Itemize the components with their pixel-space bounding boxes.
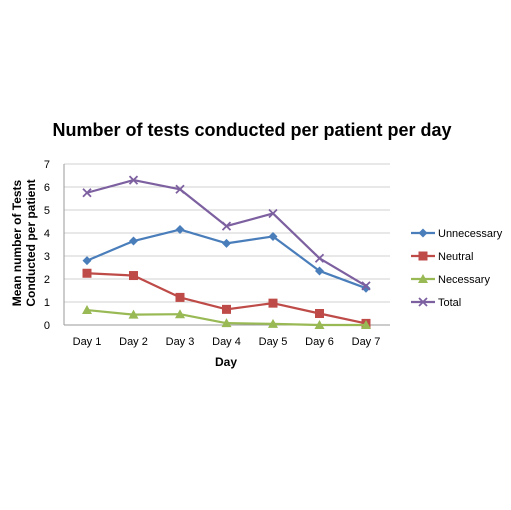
data-point (361, 283, 371, 293)
y-tick-label: 7 (44, 159, 50, 171)
data-point (361, 281, 371, 291)
data-point (222, 238, 231, 248)
data-point (418, 251, 428, 261)
data-point (175, 225, 185, 235)
data-point (418, 274, 428, 283)
y-tick-label: 0 (44, 320, 50, 332)
series-necessary (82, 305, 371, 329)
data-point (361, 320, 371, 329)
data-point (82, 256, 92, 266)
y-axis-title-line-2: Conducted per patient (24, 179, 38, 306)
x-tick-label: Day 7 (352, 336, 381, 348)
legend-label: Neutral (438, 251, 473, 263)
data-point (221, 221, 232, 231)
legend-label: Unnecessary (438, 228, 503, 240)
series-layer (82, 175, 371, 329)
series-line (86, 272, 367, 325)
data-point (128, 309, 139, 319)
y-axis-title-line-1: Mean number of Tests (10, 179, 24, 306)
y-axis-ticks: 0 1 2 3 4 5 6 7 (44, 159, 50, 332)
data-point (268, 318, 278, 328)
legend-item-neutral: Neutral (411, 251, 473, 263)
legend: Unnecessary Neutral Necessary Total (411, 228, 503, 309)
legend-label: Necessary (438, 274, 490, 286)
legend-item-necessary: Necessary (411, 274, 490, 286)
series-unnecessary (82, 225, 371, 293)
x-tick-label: Day 6 (305, 336, 334, 348)
x-tick-label: Day 4 (212, 336, 241, 348)
data-point (315, 309, 324, 318)
x-tick-label: Day 1 (73, 336, 102, 348)
y-tick-label: 3 (44, 251, 50, 263)
y-tick-label: 2 (44, 274, 50, 286)
legend-label: Total (438, 297, 461, 309)
data-point (314, 253, 325, 263)
data-point (222, 304, 231, 314)
legend-item-total: Total (411, 297, 461, 309)
data-point (128, 175, 139, 185)
data-point (129, 236, 138, 246)
data-point (268, 231, 278, 241)
data-point (268, 208, 278, 219)
data-point (418, 297, 428, 307)
x-tick-label: Day 2 (119, 336, 148, 348)
gridlines (63, 163, 390, 326)
data-point (221, 318, 232, 328)
data-point (175, 292, 185, 302)
y-tick-label: 4 (44, 228, 50, 240)
data-point (175, 184, 185, 194)
data-point (175, 309, 185, 319)
x-tick-label: Day 3 (166, 336, 195, 348)
series-total (82, 175, 371, 291)
data-point (315, 266, 324, 276)
data-point (314, 320, 325, 329)
x-axis-title: Day (215, 355, 237, 369)
data-point (129, 271, 138, 281)
data-point (268, 298, 278, 308)
y-tick-label: 1 (44, 297, 50, 309)
data-point (82, 305, 92, 315)
data-point (418, 228, 428, 238)
chart-title: Number of tests conducted per patient pe… (52, 120, 451, 140)
x-axis-ticks: Day 1 Day 2 Day 3 Day 4 Day 5 Day 6 Day 7 (73, 336, 381, 348)
y-tick-label: 6 (44, 182, 50, 194)
data-point (82, 188, 92, 198)
x-tick-label: Day 5 (259, 336, 288, 348)
y-tick-label: 5 (44, 205, 50, 217)
legend-item-unnecessary: Unnecessary (411, 228, 503, 240)
data-point (82, 268, 92, 278)
